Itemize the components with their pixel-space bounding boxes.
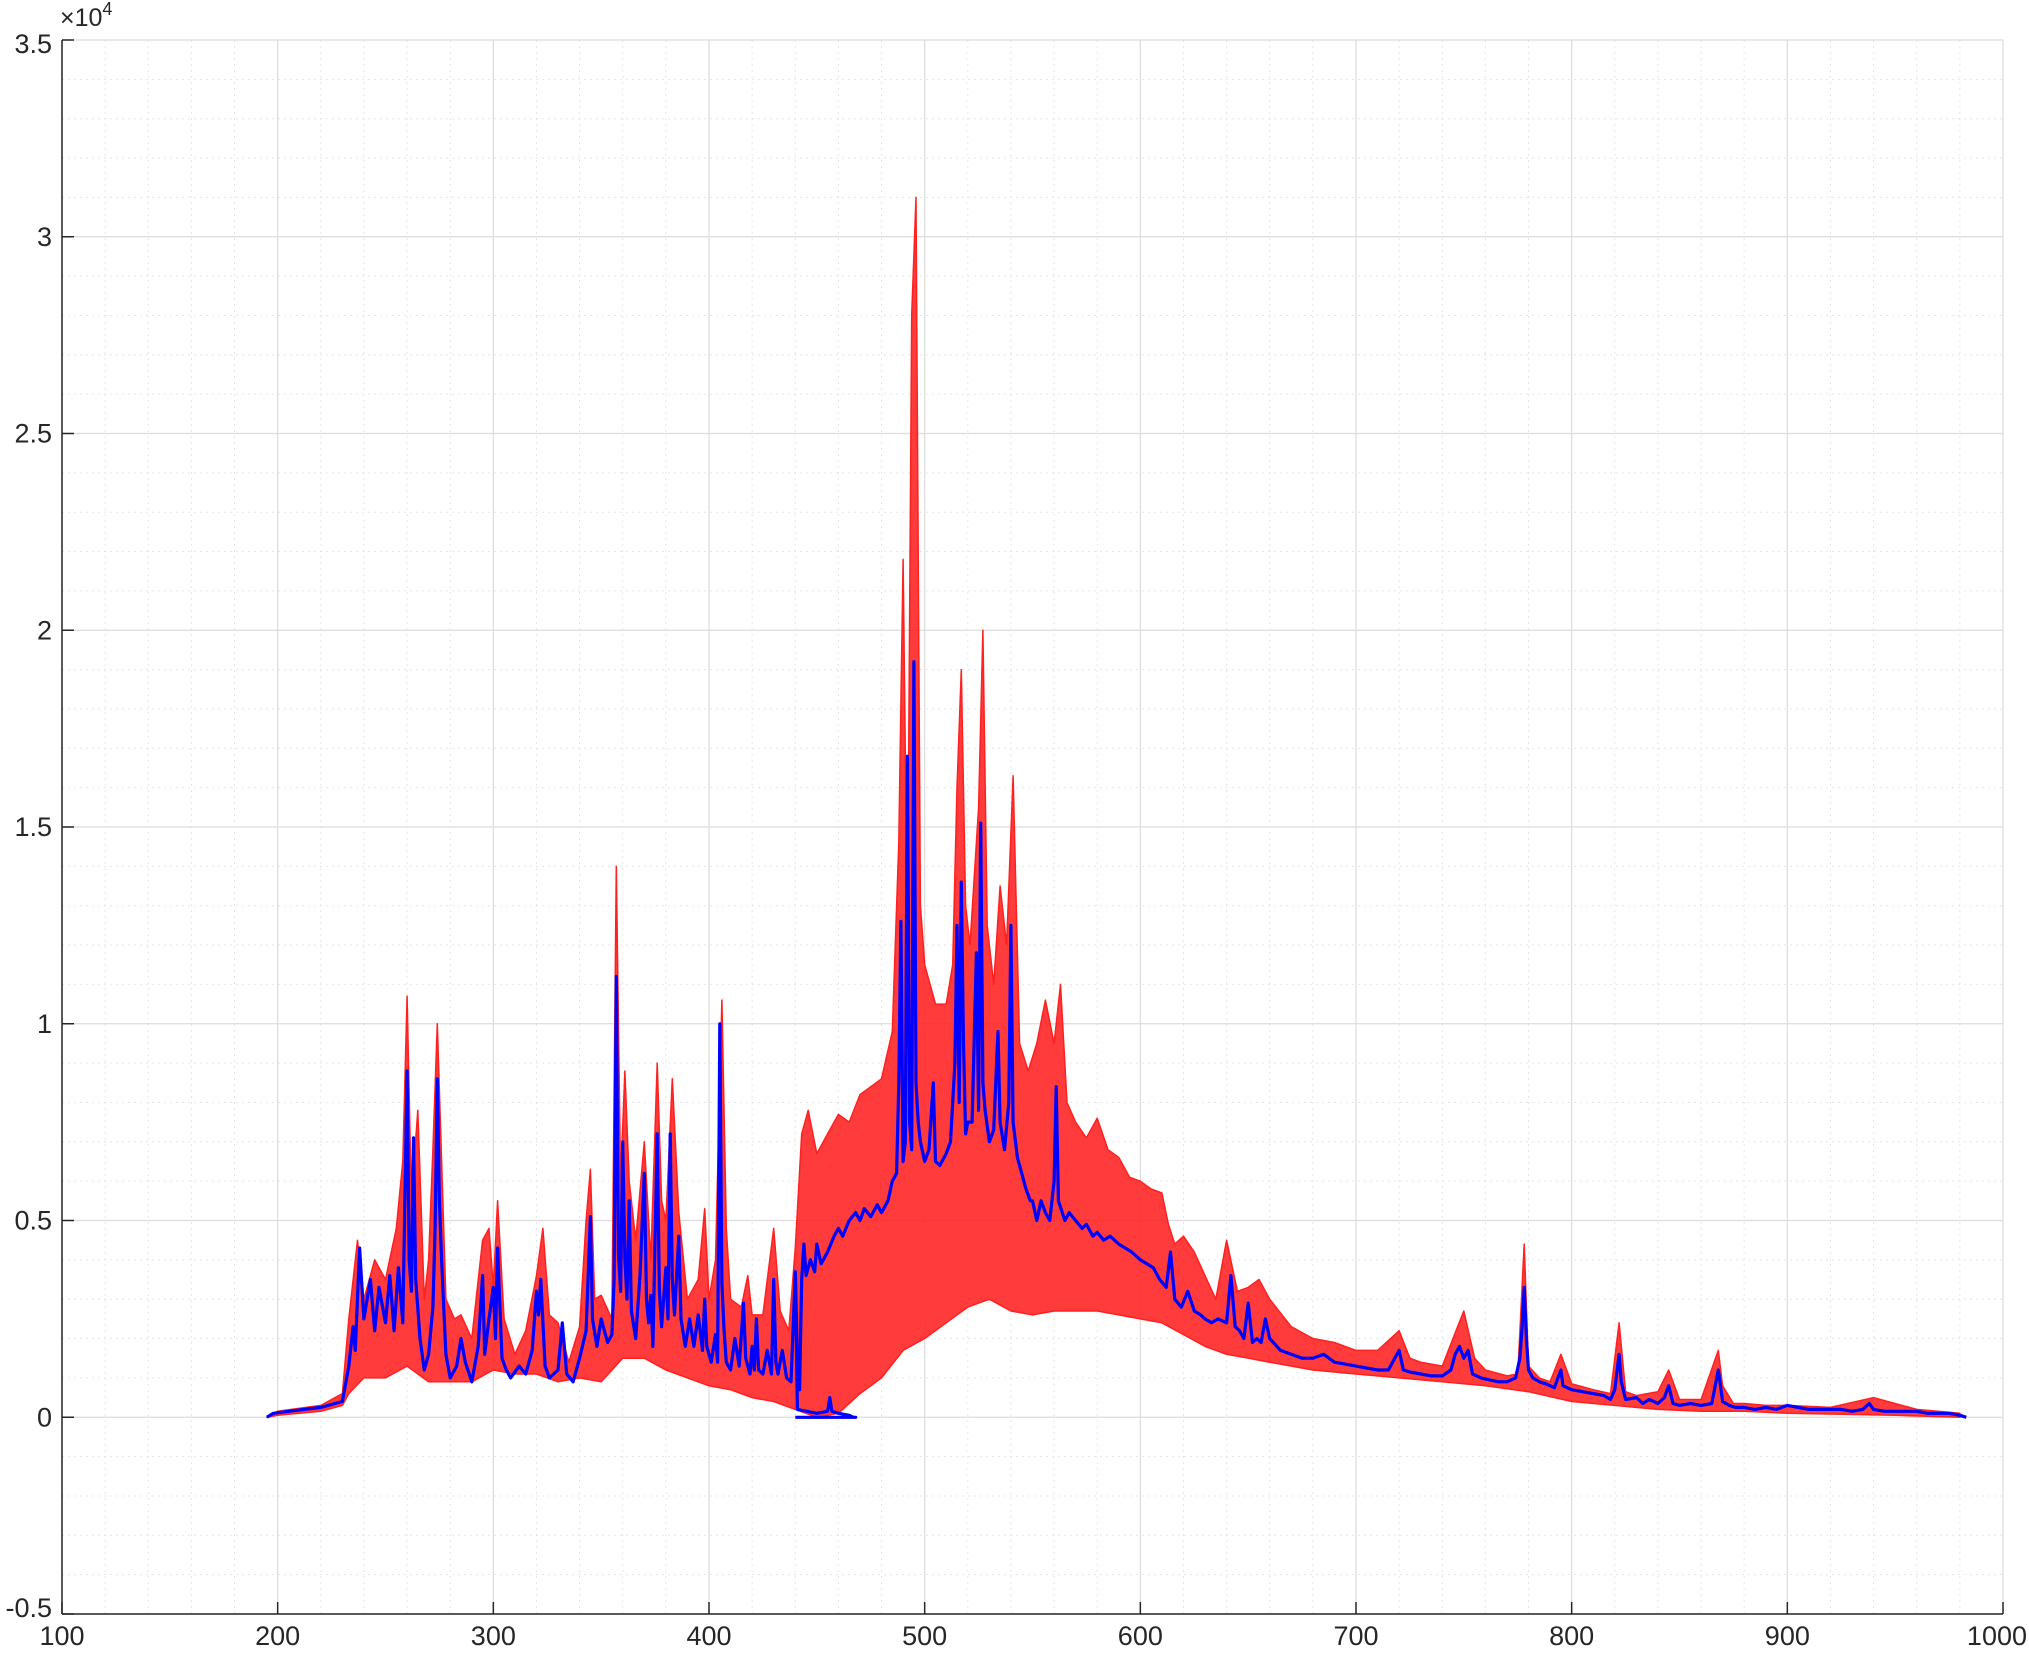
y-tick-label: 3.5 — [14, 29, 52, 59]
x-tick-label: 200 — [255, 1621, 300, 1651]
y-tick-label: -0.5 — [5, 1593, 52, 1623]
x-tick-label: 400 — [686, 1621, 731, 1651]
x-tick-label: 500 — [902, 1621, 947, 1651]
y-tick-labels: -0.5 0 0.5 1 1.5 2 2.5 3 3.5 — [5, 29, 52, 1623]
y-tick-label: 1.5 — [14, 812, 52, 842]
y-tick-label: 0 — [37, 1402, 52, 1432]
mean-line-artifact — [793, 1271, 858, 1419]
y-tick-label: 2.5 — [14, 419, 52, 449]
x-tick-label: 700 — [1333, 1621, 1378, 1651]
x-tick-labels: 100 200 300 400 500 600 700 800 900 1000 — [39, 1621, 2027, 1651]
x-tick-label: 900 — [1765, 1621, 1810, 1651]
envelope-area — [266, 196, 1961, 1419]
y-tick-label: 1 — [37, 1009, 52, 1039]
y-exponent-power: 4 — [102, 0, 112, 19]
y-exponent-base: ×10 — [60, 4, 102, 32]
y-exponent-label: ×104 — [60, 0, 112, 32]
y-tick-label: 3 — [37, 222, 52, 252]
y-tick-label: 2 — [37, 615, 52, 645]
x-tick-label: 1000 — [1967, 1621, 2027, 1651]
x-tick-label: 300 — [471, 1621, 516, 1651]
mean-line — [266, 660, 1967, 1419]
x-tick-label: 600 — [1118, 1621, 1163, 1651]
x-tick-label: 100 — [39, 1621, 84, 1651]
y-tick-label: 0.5 — [14, 1206, 52, 1236]
series-layer — [266, 196, 1967, 1419]
axes-layer — [61, 39, 2004, 1615]
x-tick-label: 800 — [1549, 1621, 1594, 1651]
